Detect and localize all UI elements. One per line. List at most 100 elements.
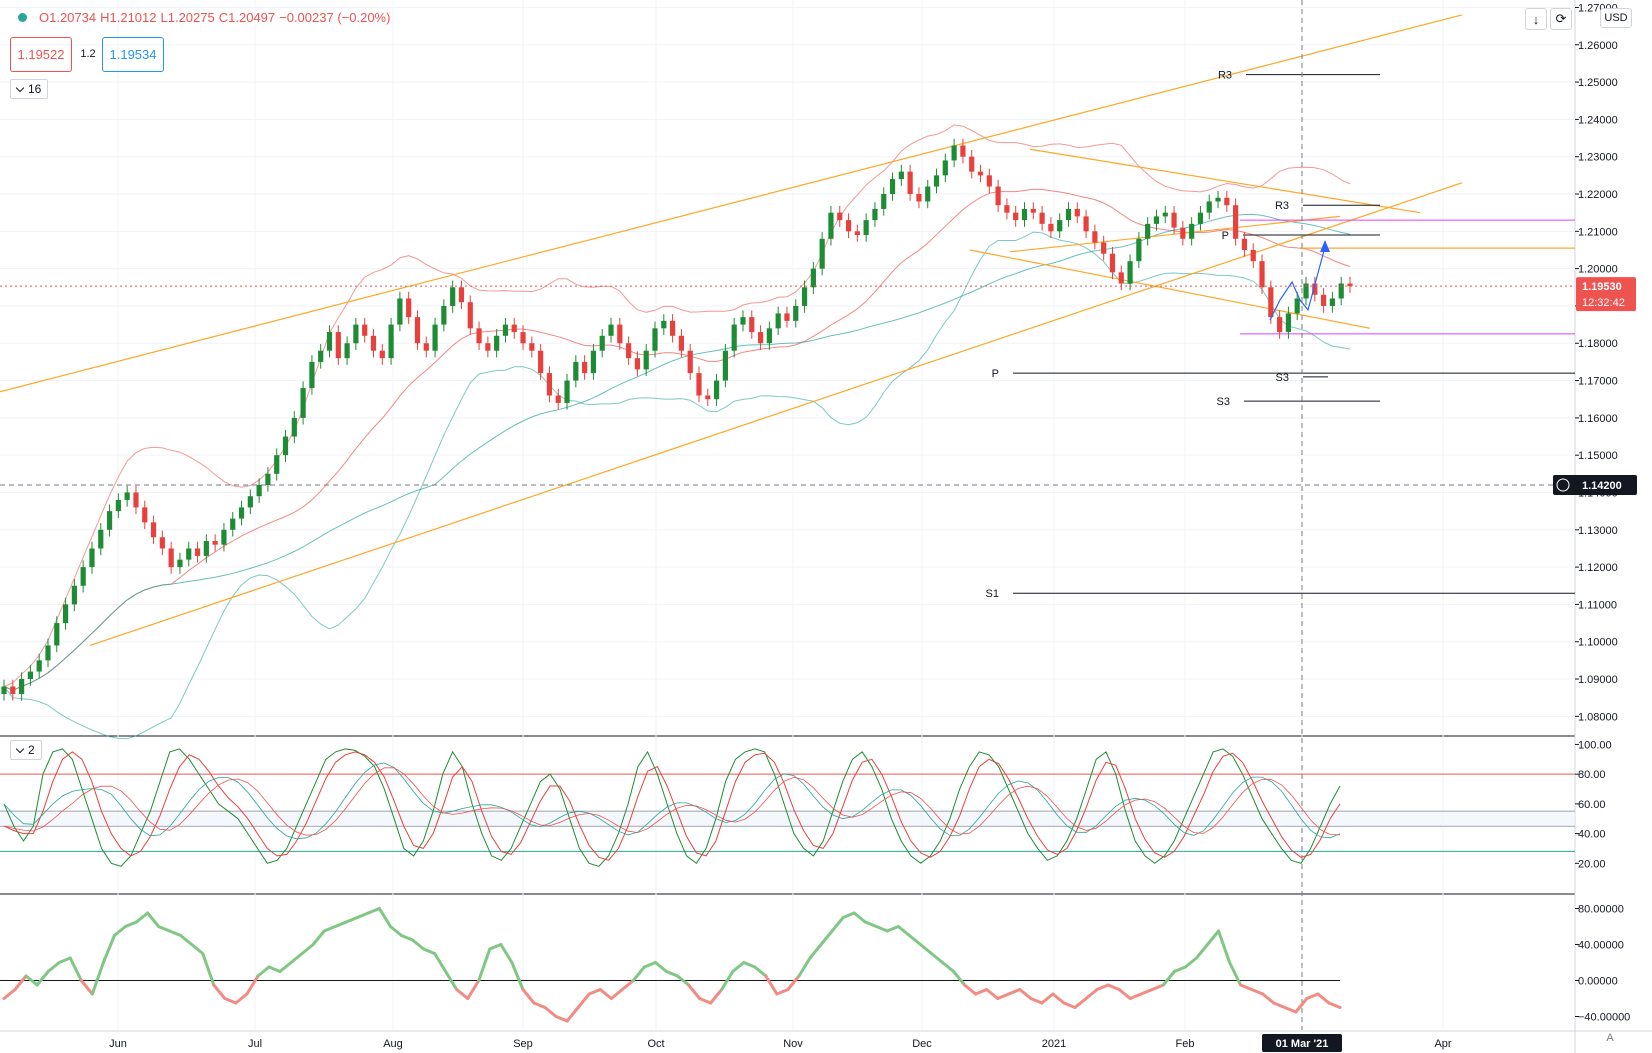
x-tick-label: Jun [109, 1038, 127, 1050]
candle-body [142, 507, 148, 523]
osc-segment [1018, 988, 1033, 1000]
candle-body [1303, 283, 1309, 299]
candle-body [573, 361, 579, 381]
x-tick-label: Dec [912, 1038, 932, 1050]
candle-body [986, 175, 992, 187]
osc-segment [985, 988, 1000, 1000]
candle-body [907, 171, 913, 195]
osc-segment [168, 929, 183, 937]
candle-body [1021, 208, 1028, 221]
osc-segment [896, 925, 911, 937]
osc-segment [355, 911, 370, 919]
candle-body [353, 324, 359, 344]
candle-body [406, 298, 412, 318]
osc-segment [1183, 956, 1198, 969]
osc-segment [852, 911, 867, 924]
auto-scale-button[interactable]: A [1606, 1032, 1614, 1044]
x-tick-label: Jul [248, 1038, 262, 1050]
pivot-level-label: R3 [1218, 70, 1232, 82]
osc-segment [532, 1001, 547, 1009]
pivot-level-label: S3 [1217, 396, 1230, 408]
osc-segment [963, 983, 978, 996]
stoch-k-line [3, 748, 1341, 867]
osc-segment [1272, 1001, 1287, 1009]
candle-body [889, 179, 896, 195]
osc-segment [311, 929, 326, 946]
candle-body [212, 540, 218, 545]
candle-body [1092, 231, 1098, 243]
osc-segment [885, 925, 900, 933]
osc-segment [422, 947, 437, 955]
osc-segment [918, 943, 933, 955]
osc-segment [1294, 997, 1309, 1014]
osc-segment [1051, 992, 1066, 1005]
osc-segment [1217, 929, 1232, 964]
candle-body [441, 305, 447, 325]
candle-body [1312, 283, 1318, 295]
stoch-y-tick-label: 40.00 [1578, 829, 1606, 841]
candle-body [617, 324, 623, 344]
candle-body [230, 518, 236, 530]
candle-body [1030, 208, 1036, 213]
high-value: H1.21012 [100, 10, 157, 25]
y-tick-label: 1.26000 [1578, 40, 1618, 52]
candle-body [678, 335, 684, 351]
currency-button[interactable]: USD [1600, 8, 1632, 28]
osc-segment [576, 992, 591, 1009]
candle-body [1162, 212, 1168, 217]
sell-button[interactable]: 1.19522 [10, 37, 72, 72]
osc-segment [68, 956, 83, 982]
candle-body [511, 324, 517, 333]
osc-segment [952, 970, 967, 987]
crosshair-price-box [1553, 475, 1637, 496]
osc-segment [57, 956, 72, 964]
candle-body [951, 145, 957, 161]
pivot-level-label: S3 [1276, 372, 1289, 384]
osc-segment [587, 988, 602, 996]
trend-line [0, 14, 1463, 393]
candle-body [335, 332, 341, 359]
candle-body [845, 220, 852, 232]
x-tick-label: 2021 [1042, 1038, 1066, 1050]
osc-segment [797, 956, 812, 978]
osc-segment [1194, 943, 1210, 960]
arrow-down-icon[interactable]: ↓ [1525, 8, 1547, 30]
candle-body [318, 350, 324, 362]
stoch-pane-toggle[interactable]: 2 [10, 740, 42, 760]
candle-body [696, 373, 702, 396]
candle-body [1127, 261, 1133, 284]
candle-body [98, 529, 104, 549]
candle-body [1083, 216, 1089, 232]
buy-button[interactable]: 1.19534 [102, 37, 164, 72]
candle-body [203, 540, 209, 556]
spread-label: 1.2 [80, 47, 96, 60]
market-status-icon [18, 13, 27, 22]
osc-segment [631, 965, 646, 982]
candle-body [291, 417, 297, 437]
sma-50-line [3, 213, 1351, 691]
candle-body [749, 317, 755, 333]
candle-body [1329, 298, 1336, 306]
ohlc-legend: O1.20734 H1.21012 L1.20275 C1.20497 −0.0… [18, 10, 390, 25]
indicators-count: 16 [28, 82, 42, 96]
refresh-icon[interactable]: ⟳ [1550, 8, 1572, 30]
osc-segment [598, 988, 613, 1000]
x-tick-label: 01 Mar '21 [1276, 1038, 1329, 1050]
candle-body [168, 548, 174, 568]
y-tick-label: 1.17000 [1578, 376, 1618, 388]
osc-segment [1150, 983, 1165, 991]
stoch-y-tick-label: 80.00 [1578, 769, 1606, 781]
osc-segment [1117, 988, 1132, 1000]
candle-body [1321, 294, 1327, 306]
osc-segment [543, 1006, 558, 1018]
indicators-toggle[interactable]: 16 [10, 79, 49, 99]
osc-segment [1062, 1001, 1077, 1009]
osc-y-tick-label: −40.00000 [1578, 1012, 1630, 1024]
osc-segment [455, 988, 470, 1000]
x-tick-label: Apr [1434, 1038, 1451, 1050]
osc-segment [664, 970, 680, 978]
candle-body [687, 350, 693, 374]
osc-segment [289, 952, 304, 964]
candle-body [599, 335, 605, 351]
